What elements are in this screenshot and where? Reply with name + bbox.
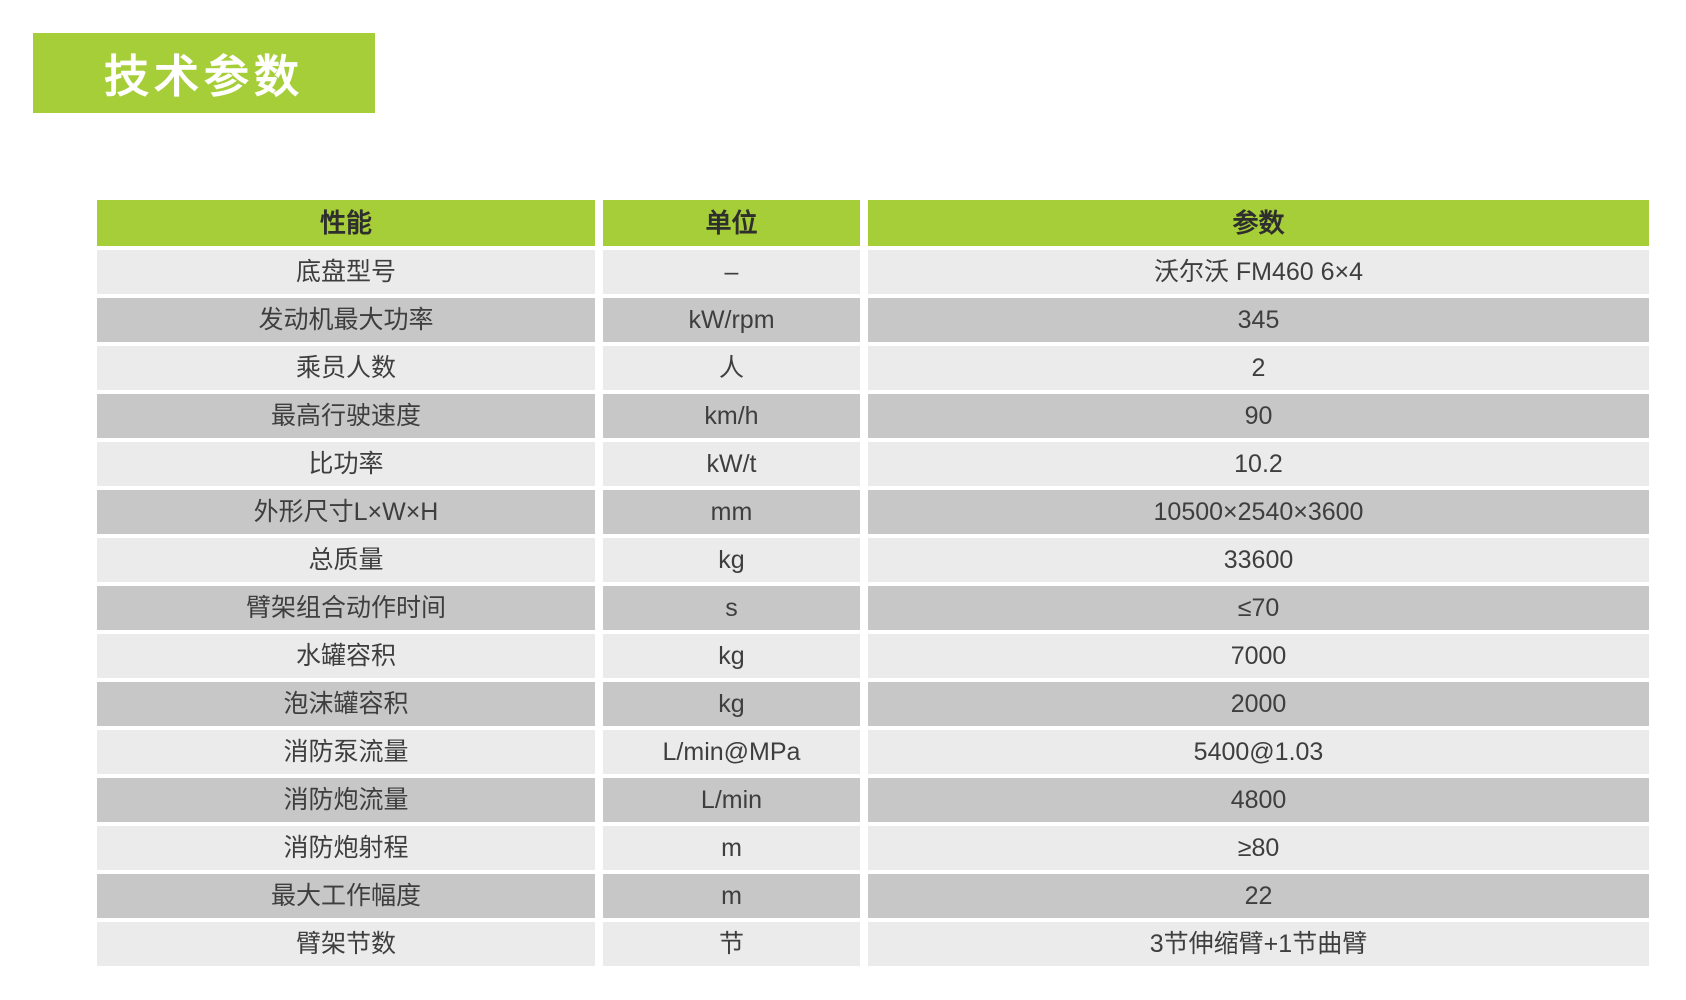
table-row: 总质量 kg 33600 [97, 538, 1649, 582]
unit-cell: km/h [603, 394, 860, 438]
value-cell: 5400@1.03 [868, 730, 1649, 774]
value-cell: ≥80 [868, 826, 1649, 870]
value-cell: 10500×2540×3600 [868, 490, 1649, 534]
unit-cell: kg [603, 682, 860, 726]
value-cell: 22 [868, 874, 1649, 918]
value-cell: ≤70 [868, 586, 1649, 630]
performance-cell: 发动机最大功率 [97, 298, 595, 342]
unit-cell: m [603, 874, 860, 918]
table-header-row: 性能 单位 参数 [97, 200, 1649, 246]
value-cell: 90 [868, 394, 1649, 438]
table-row: 臂架组合动作时间 s ≤70 [97, 586, 1649, 630]
performance-cell: 消防炮射程 [97, 826, 595, 870]
value-cell: 3节伸缩臂+1节曲臂 [868, 922, 1649, 966]
unit-cell: mm [603, 490, 860, 534]
value-cell: 7000 [868, 634, 1649, 678]
performance-cell: 消防泵流量 [97, 730, 595, 774]
performance-cell: 臂架组合动作时间 [97, 586, 595, 630]
column-header-parameter: 参数 [868, 200, 1649, 246]
unit-cell: L/min@MPa [603, 730, 860, 774]
value-cell: 4800 [868, 778, 1649, 822]
unit-cell: kW/rpm [603, 298, 860, 342]
unit-cell: kW/t [603, 442, 860, 486]
performance-cell: 最大工作幅度 [97, 874, 595, 918]
page-title-badge: 技术参数 [33, 33, 375, 113]
unit-cell: kg [603, 538, 860, 582]
performance-cell: 乘员人数 [97, 346, 595, 390]
table-row: 发动机最大功率 kW/rpm 345 [97, 298, 1649, 342]
table-row: 底盘型号 – 沃尔沃 FM460 6×4 [97, 250, 1649, 294]
performance-cell: 比功率 [97, 442, 595, 486]
unit-cell: s [603, 586, 860, 630]
performance-cell: 底盘型号 [97, 250, 595, 294]
value-cell: 345 [868, 298, 1649, 342]
value-cell: 2000 [868, 682, 1649, 726]
performance-cell: 总质量 [97, 538, 595, 582]
spec-table: 性能 单位 参数 底盘型号 – 沃尔沃 FM460 6×4 发动机最大功率 kW… [97, 200, 1649, 966]
unit-cell: – [603, 250, 860, 294]
value-cell: 33600 [868, 538, 1649, 582]
table-row: 水罐容积 kg 7000 [97, 634, 1649, 678]
unit-cell: kg [603, 634, 860, 678]
performance-cell: 水罐容积 [97, 634, 595, 678]
unit-cell: L/min [603, 778, 860, 822]
performance-cell: 最高行驶速度 [97, 394, 595, 438]
unit-cell: 人 [603, 346, 860, 390]
unit-cell: 节 [603, 922, 860, 966]
value-cell: 10.2 [868, 442, 1649, 486]
table-row: 外形尺寸L×W×H mm 10500×2540×3600 [97, 490, 1649, 534]
table-row: 消防炮流量 L/min 4800 [97, 778, 1649, 822]
table-row: 比功率 kW/t 10.2 [97, 442, 1649, 486]
column-header-unit: 单位 [603, 200, 860, 246]
table-row: 最高行驶速度 km/h 90 [97, 394, 1649, 438]
performance-cell: 泡沫罐容积 [97, 682, 595, 726]
value-cell: 沃尔沃 FM460 6×4 [868, 250, 1649, 294]
table-row: 泡沫罐容积 kg 2000 [97, 682, 1649, 726]
performance-cell: 外形尺寸L×W×H [97, 490, 595, 534]
table-body: 底盘型号 – 沃尔沃 FM460 6×4 发动机最大功率 kW/rpm 345 … [97, 250, 1649, 966]
unit-cell: m [603, 826, 860, 870]
table-row: 最大工作幅度 m 22 [97, 874, 1649, 918]
table-row: 乘员人数 人 2 [97, 346, 1649, 390]
performance-cell: 臂架节数 [97, 922, 595, 966]
page-title: 技术参数 [103, 50, 304, 102]
value-cell: 2 [868, 346, 1649, 390]
performance-cell: 消防炮流量 [97, 778, 595, 822]
table-row: 臂架节数 节 3节伸缩臂+1节曲臂 [97, 922, 1649, 966]
table-row: 消防炮射程 m ≥80 [97, 826, 1649, 870]
table-row: 消防泵流量 L/min@MPa 5400@1.03 [97, 730, 1649, 774]
column-header-performance: 性能 [97, 200, 595, 246]
